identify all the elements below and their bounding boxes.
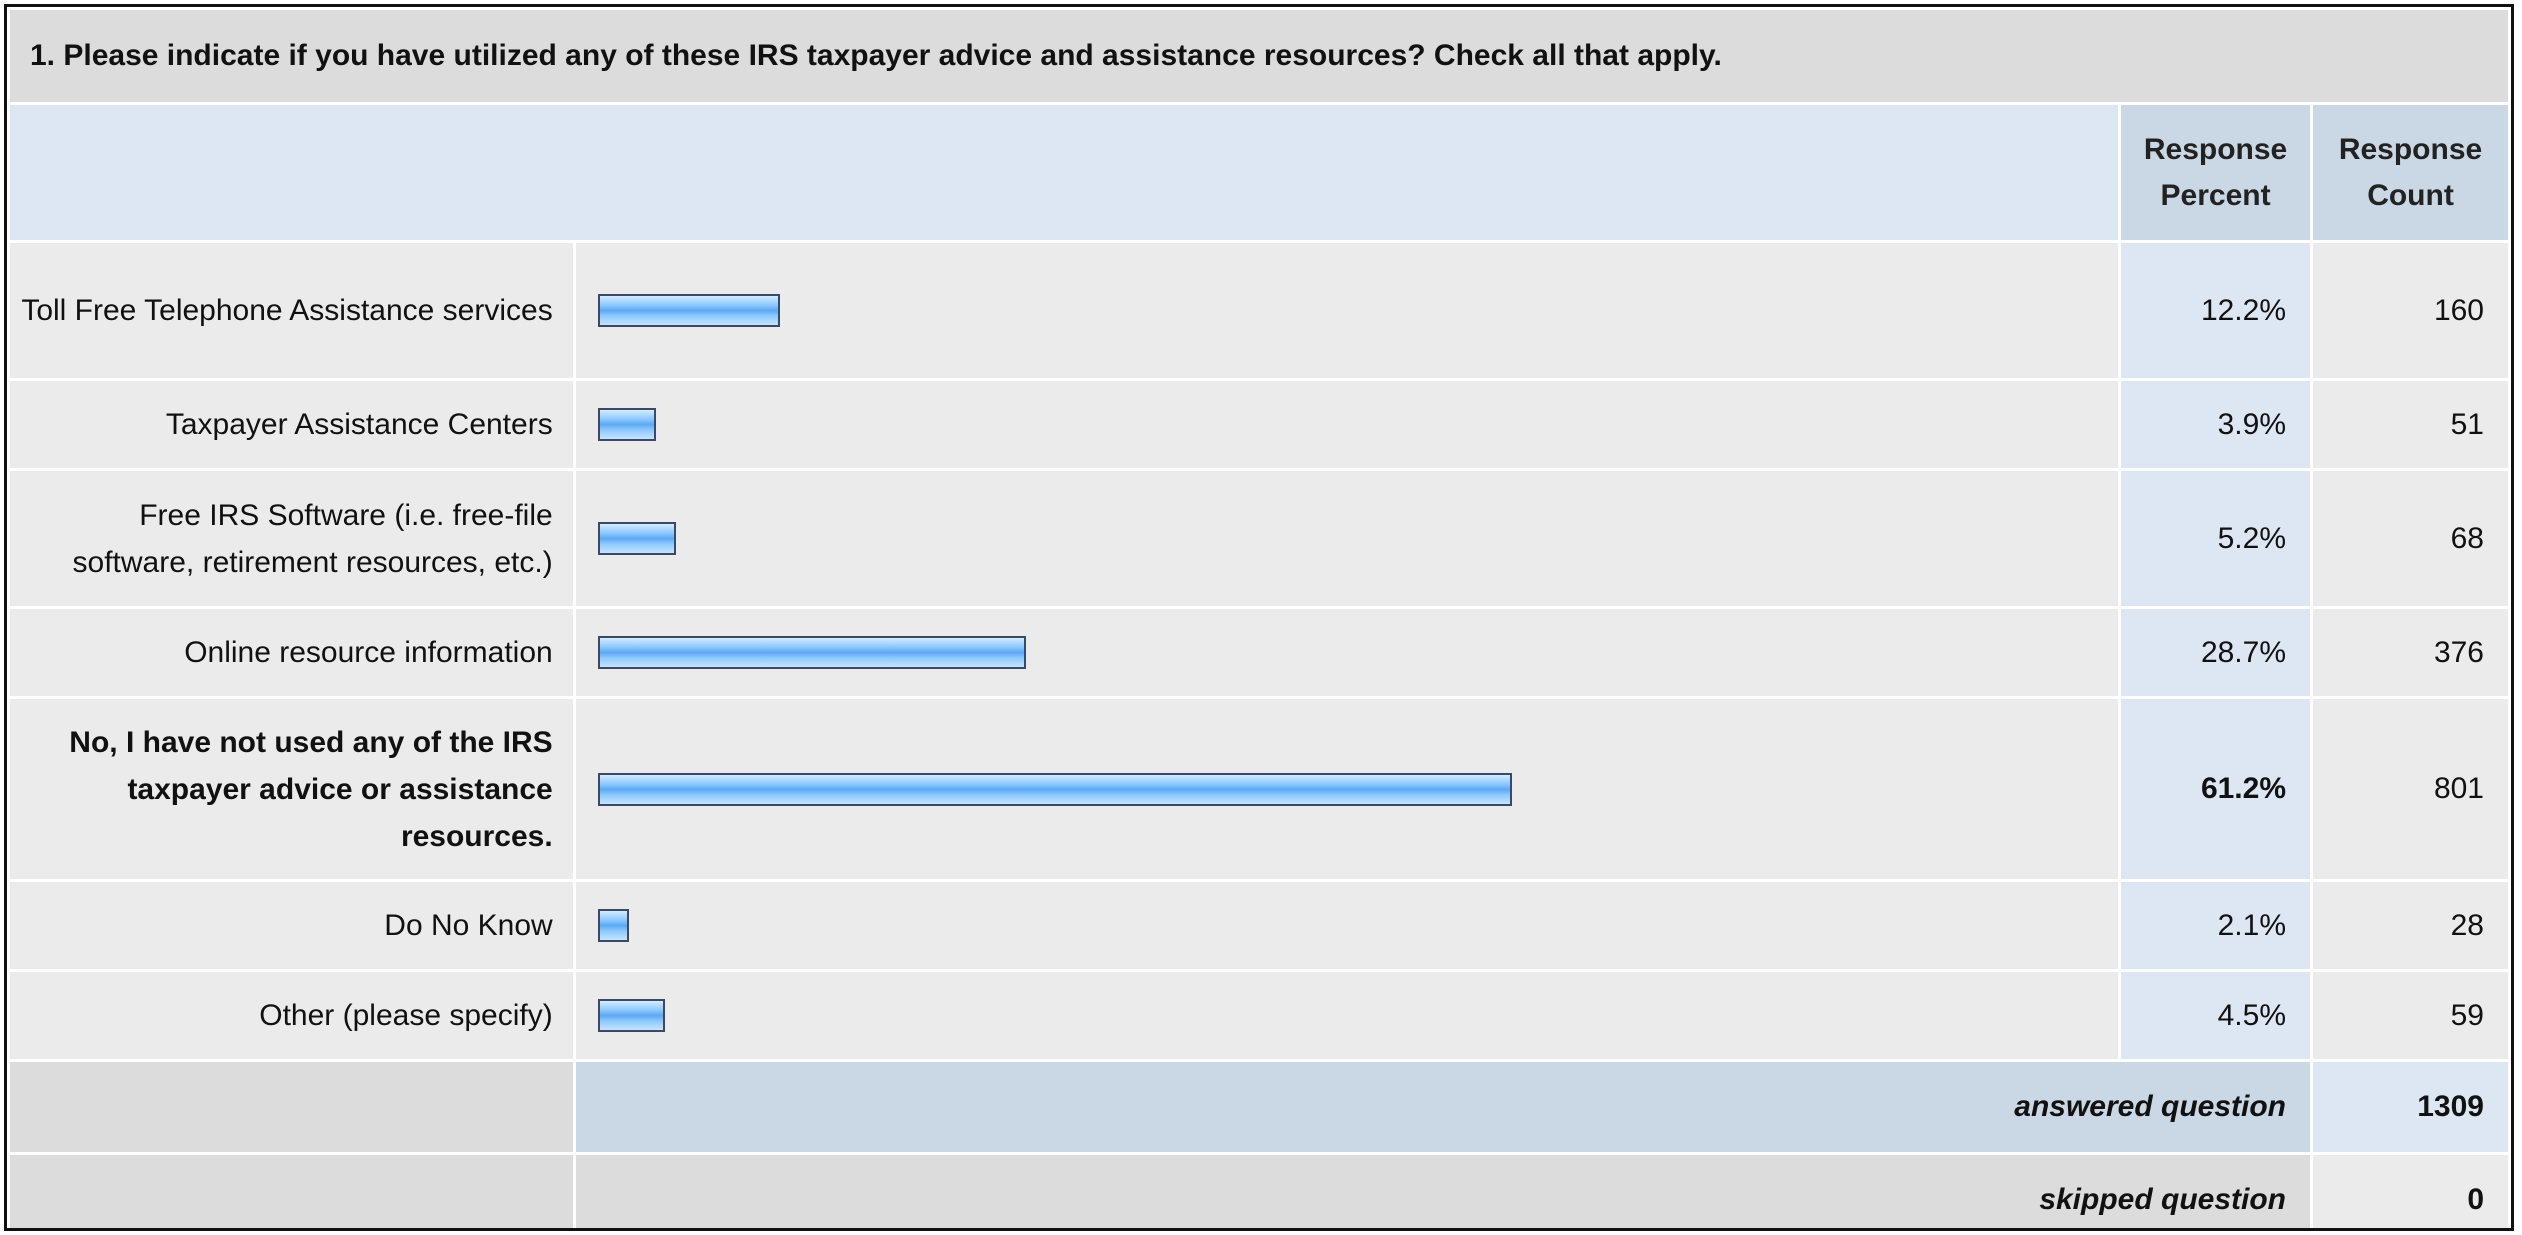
results-table: 1. Please indicate if you have utilized …: [7, 7, 2511, 1228]
bar-cell: [575, 699, 2119, 879]
response-percent-value: 2.1%: [2121, 882, 2311, 969]
table-row: Free IRS Software (i.e. free-file softwa…: [10, 471, 2508, 606]
answered-question-value: 1309: [2313, 1062, 2508, 1152]
response-percent-value: 5.2%: [2121, 471, 2311, 606]
response-percent-value: 12.2%: [2121, 243, 2311, 378]
table-row: Toll Free Telephone Assistance services 1…: [10, 243, 2508, 378]
response-bar: [597, 999, 665, 1032]
answer-option-label: Free IRS Software (i.e. free-file softwa…: [10, 471, 573, 606]
response-count-value: 59: [2313, 972, 2508, 1059]
bar-cell: [575, 972, 2119, 1059]
skipped-question-value: 0: [2313, 1155, 2508, 1228]
response-count-value: 51: [2313, 381, 2508, 468]
skipped-row: skipped question 0: [10, 1155, 2508, 1228]
answer-option-label: Toll Free Telephone Assistance services: [10, 243, 573, 378]
answer-option-label: Taxpayer Assistance Centers: [10, 381, 573, 468]
response-count-value: 801: [2313, 699, 2508, 879]
response-percent-value: 28.7%: [2121, 609, 2311, 696]
answered-left-blank: [10, 1062, 573, 1152]
survey-results-frame: 1. Please indicate if you have utilized …: [4, 4, 2514, 1231]
answered-row: answered question 1309: [10, 1062, 2508, 1152]
bar-cell: [575, 609, 2119, 696]
skipped-left-blank: [10, 1155, 573, 1228]
response-bar: [597, 772, 1512, 806]
table-row: Other (please specify) 4.5% 59: [10, 972, 2508, 1059]
answer-option-label: Online resource information: [10, 609, 573, 696]
table-row: Online resource information 28.7% 376: [10, 609, 2508, 696]
bar-cell: [575, 882, 2119, 969]
response-count-value: 68: [2313, 471, 2508, 606]
response-bar: [597, 294, 780, 327]
response-percent-value: 61.2%: [2121, 699, 2311, 879]
response-count-header: Response Count: [2313, 105, 2508, 240]
header-row: Response Percent Response Count: [10, 105, 2508, 240]
table-row: Taxpayer Assistance Centers 3.9% 51: [10, 381, 2508, 468]
response-percent-header: Response Percent: [2121, 105, 2311, 240]
response-percent-value: 4.5%: [2121, 972, 2311, 1059]
response-bar: [597, 522, 676, 555]
question-row: 1. Please indicate if you have utilized …: [10, 10, 2508, 102]
answered-question-label: answered question: [575, 1062, 2311, 1152]
response-bar: [597, 909, 629, 942]
response-bar: [597, 636, 1026, 669]
bar-cell: [575, 381, 2119, 468]
table-row: No, I have not used any of the IRS taxpa…: [10, 699, 2508, 879]
question-title: 1. Please indicate if you have utilized …: [10, 10, 2508, 102]
header-blank: [10, 105, 2119, 240]
skipped-question-label: skipped question: [575, 1155, 2311, 1228]
response-count-value: 28: [2313, 882, 2508, 969]
table-row: Do No Know 2.1% 28: [10, 882, 2508, 969]
answer-option-label: Other (please specify): [10, 972, 573, 1059]
bar-cell: [575, 243, 2119, 378]
response-bar: [597, 408, 656, 441]
response-percent-value: 3.9%: [2121, 381, 2311, 468]
answer-option-label: Do No Know: [10, 882, 573, 969]
response-count-value: 160: [2313, 243, 2508, 378]
answer-option-label: No, I have not used any of the IRS taxpa…: [10, 699, 573, 879]
bar-cell: [575, 471, 2119, 606]
response-count-value: 376: [2313, 609, 2508, 696]
